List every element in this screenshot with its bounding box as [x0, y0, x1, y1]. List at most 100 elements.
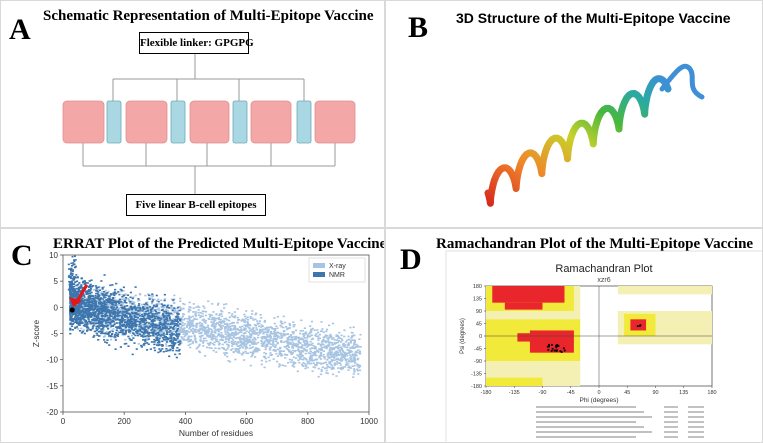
xray-point: [269, 337, 272, 340]
xray-point: [186, 317, 189, 320]
xray-point: [210, 333, 213, 335]
nmr-point: [168, 331, 171, 333]
nmr-point: [165, 341, 169, 343]
nmr-point: [144, 338, 147, 341]
nmr-point: [128, 337, 131, 340]
nmr-point: [90, 314, 93, 316]
nmr-point: [100, 304, 103, 307]
nmr-point: [76, 315, 80, 317]
xray-point: [140, 306, 143, 309]
nmr-point: [75, 287, 78, 290]
nmr-point: [77, 318, 80, 320]
xray-point: [262, 332, 265, 335]
nmr-point: [176, 313, 179, 316]
xray-point: [249, 351, 252, 354]
xray-point: [331, 347, 334, 349]
nmr-point: [106, 321, 109, 324]
nmr-point: [119, 319, 122, 321]
nmr-point: [159, 335, 162, 337]
xray-point: [234, 333, 237, 335]
nmr-point: [99, 330, 102, 332]
xray-point: [288, 342, 291, 345]
xray-point: [272, 340, 275, 342]
xray-point: [192, 325, 195, 327]
nmr-point: [103, 310, 106, 313]
nmr-point: [101, 294, 104, 296]
nmr-point: [125, 342, 128, 345]
xray-point: [291, 339, 294, 341]
nmr-point: [113, 291, 116, 293]
nmr-point: [150, 320, 153, 323]
nmr-point: [107, 299, 110, 302]
nmr-point: [129, 318, 132, 321]
nmr-point: [93, 320, 96, 322]
xray-point: [320, 352, 323, 354]
xray-point: [127, 297, 130, 300]
xray-point: [195, 306, 198, 308]
xray-point: [288, 336, 291, 338]
xray-point: [93, 289, 96, 291]
xray-point: [218, 343, 221, 346]
xray-point: [194, 315, 198, 317]
vaccine-schematic: [62, 54, 356, 194]
xray-point: [223, 320, 226, 322]
nmr-point: [173, 324, 177, 327]
nmr-point: [89, 286, 92, 288]
nmr-point: [129, 315, 132, 317]
xray-point: [335, 342, 338, 344]
x-tick-label: -45: [567, 390, 575, 396]
xray-point: [297, 350, 301, 352]
xray-point: [169, 321, 172, 323]
nmr-point: [74, 291, 77, 293]
nmr-point: [132, 312, 135, 315]
xray-point: [255, 349, 258, 351]
nmr-point: [133, 342, 136, 344]
nmr-point: [74, 289, 76, 292]
xray-point: [134, 327, 137, 329]
nmr-point: [68, 275, 71, 277]
nmr-point: [115, 301, 118, 303]
xray-point: [333, 343, 336, 345]
nmr-point: [72, 322, 75, 325]
xray-point: [182, 307, 185, 310]
xray-point: [275, 332, 278, 335]
xray-point: [146, 334, 150, 336]
xray-point: [157, 319, 160, 321]
xray-point: [186, 320, 189, 323]
nmr-point: [80, 277, 83, 280]
xray-point: [204, 355, 207, 357]
nmr-point: [83, 332, 86, 335]
nmr-point: [121, 312, 124, 314]
residue-point: [636, 325, 639, 328]
nmr-point: [144, 335, 147, 337]
xray-point: [190, 329, 193, 331]
nmr-point: [167, 337, 170, 340]
xray-point: [282, 341, 286, 343]
xray-point: [309, 340, 312, 343]
nmr-point: [142, 328, 145, 330]
nmr-point: [158, 325, 161, 328]
xray-point: [341, 349, 344, 352]
nmr-point: [147, 316, 150, 319]
xray-point: [188, 321, 191, 324]
nmr-point: [95, 318, 98, 321]
nmr-point: [152, 330, 155, 333]
nmr-point: [164, 325, 167, 327]
xray-point: [243, 341, 246, 344]
x-tick-label: 200: [118, 417, 132, 426]
nmr-point: [172, 299, 175, 301]
xray-point: [218, 321, 221, 324]
nmr-point: [87, 307, 91, 310]
nmr-point: [165, 350, 168, 352]
nmr-point: [70, 262, 73, 265]
xray-point: [80, 313, 83, 315]
nmr-point: [154, 309, 157, 311]
nmr-point: [108, 316, 111, 319]
nmr-point: [169, 319, 172, 321]
nmr-point: [139, 308, 142, 311]
xray-point: [250, 341, 253, 343]
xray-point: [352, 368, 356, 370]
xray-point: [308, 362, 311, 365]
nmr-point: [76, 316, 79, 319]
xray-point: [358, 338, 361, 340]
